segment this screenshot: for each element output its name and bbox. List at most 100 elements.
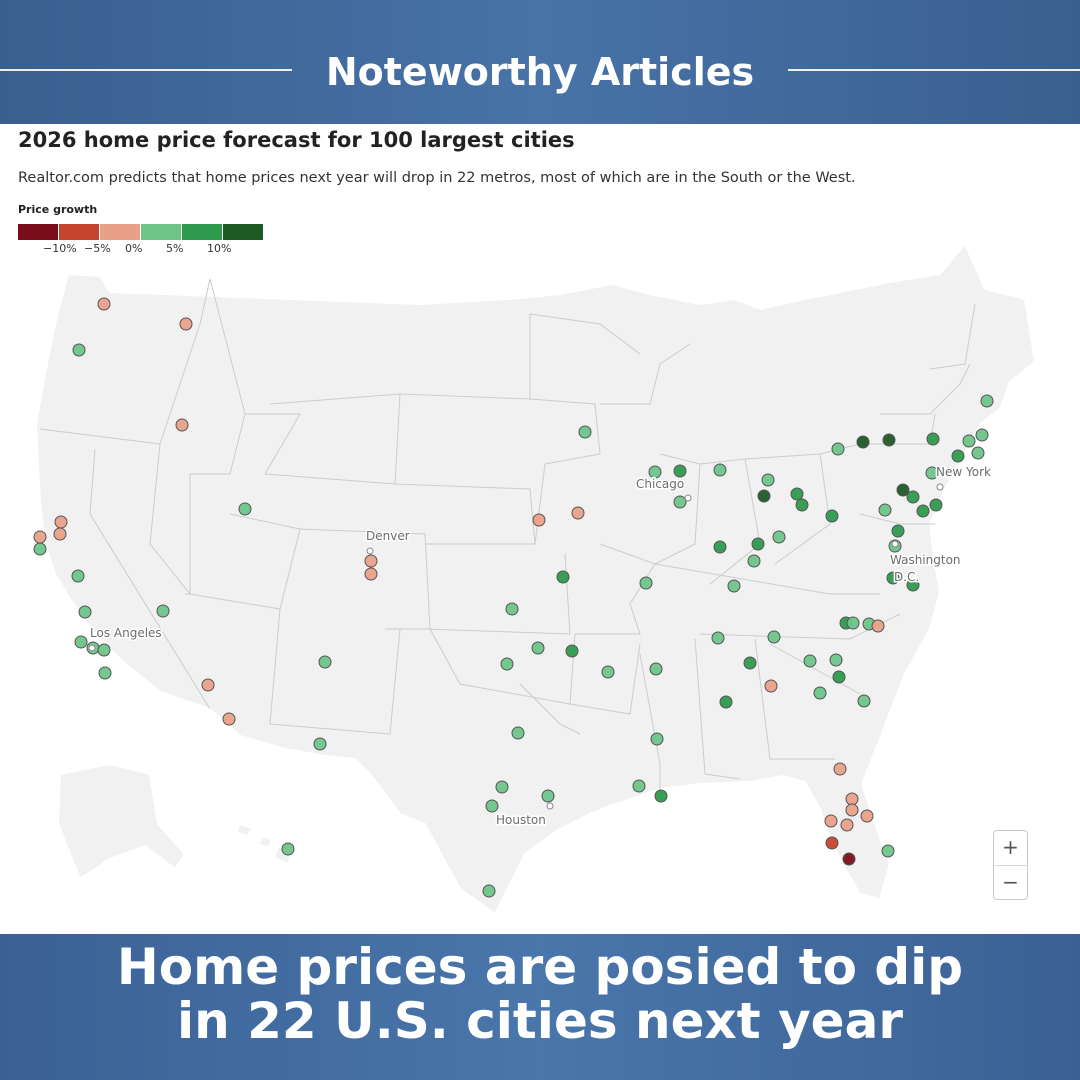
- city-marker[interactable]: [824, 814, 838, 828]
- city-marker[interactable]: [179, 317, 193, 331]
- city-marker[interactable]: [500, 657, 514, 671]
- city-marker[interactable]: [856, 435, 870, 449]
- city-marker[interactable]: [318, 655, 332, 669]
- city-marker[interactable]: [878, 503, 892, 517]
- city-marker[interactable]: [881, 844, 895, 858]
- city-marker[interactable]: [751, 537, 765, 551]
- city-marker[interactable]: [649, 662, 663, 676]
- city-marker[interactable]: [719, 695, 733, 709]
- city-marker[interactable]: [156, 604, 170, 618]
- city-marker[interactable]: [891, 524, 905, 538]
- city-marker[interactable]: [767, 630, 781, 644]
- city-marker[interactable]: [313, 737, 327, 751]
- city-marker[interactable]: [78, 605, 92, 619]
- city-marker[interactable]: [882, 433, 896, 447]
- city-marker[interactable]: [654, 789, 668, 803]
- city-marker[interactable]: [842, 852, 856, 866]
- city-marker[interactable]: [33, 530, 47, 544]
- city-marker[interactable]: [906, 578, 920, 592]
- city-marker[interactable]: [833, 762, 847, 776]
- city-marker[interactable]: [673, 495, 687, 509]
- city-marker[interactable]: [53, 527, 67, 541]
- city-marker[interactable]: [845, 792, 859, 806]
- city-marker[interactable]: [951, 449, 965, 463]
- city-marker[interactable]: [747, 554, 761, 568]
- city-marker[interactable]: [846, 616, 860, 630]
- city-marker[interactable]: [840, 818, 854, 832]
- city-marker[interactable]: [832, 670, 846, 684]
- city-marker[interactable]: [639, 576, 653, 590]
- city-marker[interactable]: [845, 803, 859, 817]
- city-marker[interactable]: [495, 780, 509, 794]
- city-marker[interactable]: [33, 542, 47, 556]
- city-marker[interactable]: [975, 428, 989, 442]
- city-marker[interactable]: [673, 464, 687, 478]
- city-marker[interactable]: [926, 432, 940, 446]
- city-marker[interactable]: [201, 678, 215, 692]
- city-marker[interactable]: [713, 463, 727, 477]
- city-marker[interactable]: [803, 654, 817, 668]
- city-marker[interactable]: [831, 442, 845, 456]
- city-marker[interactable]: [505, 602, 519, 616]
- city-marker[interactable]: [825, 509, 839, 523]
- city-marker[interactable]: [74, 635, 88, 649]
- city-marker[interactable]: [54, 515, 68, 529]
- city-marker[interactable]: [886, 571, 900, 585]
- city-marker[interactable]: [871, 619, 885, 633]
- city-marker[interactable]: [980, 394, 994, 408]
- city-marker[interactable]: [764, 679, 778, 693]
- city-marker[interactable]: [175, 418, 189, 432]
- city-marker[interactable]: [896, 483, 910, 497]
- city-marker[interactable]: [632, 779, 646, 793]
- zoom-out-button[interactable]: −: [1002, 870, 1019, 894]
- city-marker[interactable]: [650, 732, 664, 746]
- city-marker[interactable]: [857, 694, 871, 708]
- city-marker[interactable]: [860, 809, 874, 823]
- city-marker[interactable]: [531, 641, 545, 655]
- city-marker[interactable]: [565, 644, 579, 658]
- city-marker[interactable]: [601, 665, 615, 679]
- city-marker[interactable]: [711, 631, 725, 645]
- city-marker[interactable]: [829, 653, 843, 667]
- city-marker[interactable]: [813, 686, 827, 700]
- city-marker[interactable]: [281, 842, 295, 856]
- city-marker[interactable]: [485, 799, 499, 813]
- city-marker[interactable]: [795, 498, 809, 512]
- city-marker[interactable]: [757, 489, 771, 503]
- city-marker[interactable]: [648, 465, 662, 479]
- city-marker[interactable]: [825, 836, 839, 850]
- city-marker[interactable]: [482, 884, 496, 898]
- city-marker[interactable]: [97, 643, 111, 657]
- city-marker[interactable]: [98, 666, 112, 680]
- city-marker[interactable]: [72, 343, 86, 357]
- city-marker[interactable]: [541, 789, 555, 803]
- city-marker[interactable]: [727, 579, 741, 593]
- city-marker[interactable]: [97, 297, 111, 311]
- city-marker[interactable]: [971, 446, 985, 460]
- border-sc: [769, 643, 861, 695]
- city-marker[interactable]: [916, 504, 930, 518]
- city-marker[interactable]: [511, 726, 525, 740]
- city-marker[interactable]: [364, 567, 378, 581]
- city-marker[interactable]: [578, 425, 592, 439]
- city-marker[interactable]: [238, 502, 252, 516]
- city-marker[interactable]: [929, 498, 943, 512]
- city-marker[interactable]: [713, 540, 727, 554]
- city-marker[interactable]: [790, 487, 804, 501]
- us-map[interactable]: Chicago Denver New York Washington D.C. …: [0, 124, 1080, 934]
- city-marker[interactable]: [743, 656, 757, 670]
- zoom-in-button[interactable]: +: [994, 831, 1027, 866]
- city-marker[interactable]: [71, 569, 85, 583]
- city-marker[interactable]: [772, 530, 786, 544]
- city-marker[interactable]: [906, 490, 920, 504]
- city-marker[interactable]: [556, 570, 570, 584]
- legend-title: Price growth: [18, 203, 98, 216]
- city-marker[interactable]: [925, 466, 939, 480]
- city-marker[interactable]: [364, 554, 378, 568]
- city-marker[interactable]: [532, 513, 546, 527]
- city-marker[interactable]: [962, 434, 976, 448]
- city-marker[interactable]: [761, 473, 775, 487]
- border-oh: [744, 453, 831, 565]
- city-marker[interactable]: [222, 712, 236, 726]
- city-marker[interactable]: [571, 506, 585, 520]
